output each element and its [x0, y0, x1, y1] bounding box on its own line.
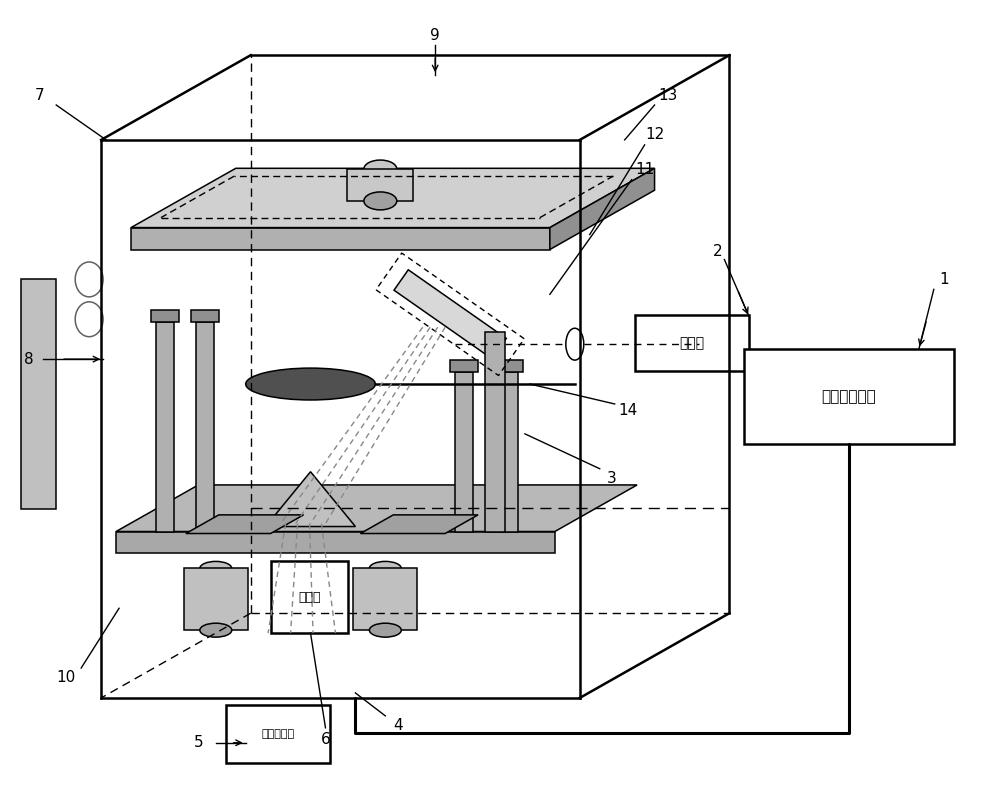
Polygon shape [347, 169, 413, 201]
Polygon shape [266, 472, 355, 526]
Text: 4: 4 [393, 718, 403, 733]
Text: 7: 7 [34, 88, 44, 103]
Ellipse shape [364, 160, 397, 178]
FancyBboxPatch shape [271, 562, 348, 633]
Text: 2: 2 [713, 244, 722, 259]
FancyBboxPatch shape [744, 350, 954, 444]
Text: 单色仪: 单色仪 [298, 591, 321, 604]
Polygon shape [495, 360, 523, 372]
Text: 1: 1 [939, 272, 949, 287]
Text: 激光源: 激光源 [679, 336, 705, 350]
Polygon shape [550, 168, 655, 249]
Ellipse shape [200, 562, 232, 575]
Text: 8: 8 [24, 352, 34, 367]
Polygon shape [156, 322, 174, 532]
Polygon shape [186, 515, 304, 533]
Text: 锁相放大器: 锁相放大器 [262, 729, 295, 739]
Text: 10: 10 [57, 671, 76, 686]
Polygon shape [353, 568, 417, 630]
Polygon shape [116, 532, 555, 553]
Polygon shape [191, 310, 219, 322]
Polygon shape [131, 168, 655, 227]
Text: 13: 13 [658, 88, 677, 103]
Ellipse shape [246, 368, 375, 400]
Text: 5: 5 [194, 735, 204, 750]
FancyBboxPatch shape [226, 705, 330, 763]
Polygon shape [360, 515, 478, 533]
Polygon shape [394, 270, 506, 359]
Ellipse shape [369, 623, 401, 638]
Polygon shape [21, 279, 56, 509]
Text: 3: 3 [607, 471, 617, 486]
Polygon shape [184, 568, 248, 630]
Ellipse shape [566, 328, 584, 360]
Polygon shape [450, 360, 478, 372]
Polygon shape [485, 332, 505, 532]
Text: 检测分析系统: 检测分析系统 [822, 389, 876, 404]
Polygon shape [131, 227, 550, 249]
Ellipse shape [200, 623, 232, 638]
Polygon shape [455, 372, 473, 532]
Text: 6: 6 [321, 732, 330, 747]
Ellipse shape [369, 562, 401, 575]
Polygon shape [500, 372, 518, 532]
Ellipse shape [364, 192, 397, 210]
Text: 9: 9 [430, 28, 440, 43]
Text: 11: 11 [635, 163, 654, 178]
Text: 12: 12 [645, 127, 664, 143]
Polygon shape [196, 322, 214, 532]
FancyBboxPatch shape [635, 316, 749, 371]
Polygon shape [116, 485, 637, 532]
Polygon shape [151, 310, 179, 322]
Text: 14: 14 [618, 403, 637, 418]
